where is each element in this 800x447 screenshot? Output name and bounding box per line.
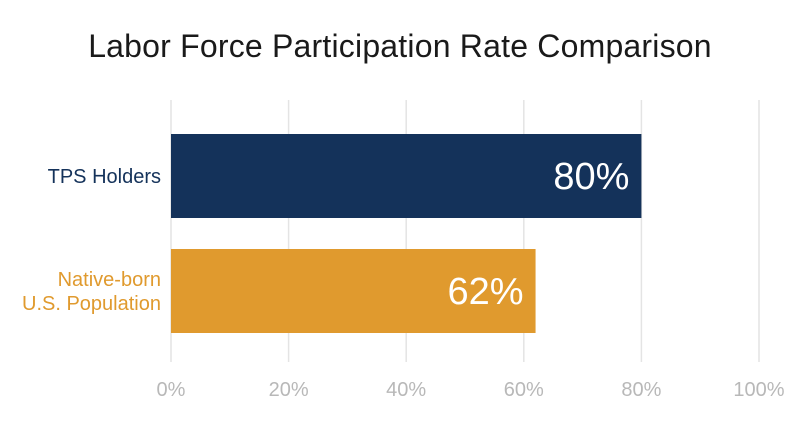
category-label-line: U.S. Population — [22, 293, 161, 315]
x-tick-label-20: 20% — [269, 379, 309, 401]
x-tick-label-60: 60% — [504, 379, 544, 401]
category-label-1: Native-born U.S. Population — [22, 269, 161, 315]
data-label-0: 80% — [553, 156, 629, 198]
category-label-0: TPS Holders — [48, 166, 161, 188]
bar-0 — [171, 134, 642, 218]
x-tick-label-40: 40% — [386, 379, 426, 401]
x-tick-label-100: 100% — [733, 379, 784, 401]
data-label-1: 62% — [447, 271, 523, 313]
x-tick-label-0: 0% — [157, 379, 186, 401]
bar-1 — [171, 249, 536, 333]
x-tick-label-80: 80% — [621, 379, 661, 401]
category-label-line: TPS Holders — [48, 166, 161, 188]
category-label-line: Native-born — [58, 269, 161, 291]
chart-title: Labor Force Participation Rate Compariso… — [88, 28, 712, 64]
